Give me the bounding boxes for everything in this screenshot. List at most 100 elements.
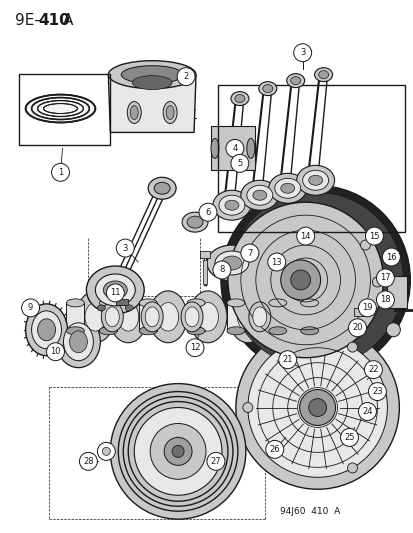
Text: 10: 10 <box>50 347 61 356</box>
Ellipse shape <box>132 76 172 90</box>
Circle shape <box>242 402 252 413</box>
Text: 4: 4 <box>232 144 237 153</box>
Ellipse shape <box>302 171 328 190</box>
Bar <box>99 303 117 331</box>
Circle shape <box>106 284 124 302</box>
Ellipse shape <box>76 291 114 343</box>
Ellipse shape <box>141 302 163 332</box>
Text: 8: 8 <box>219 265 224 274</box>
Circle shape <box>134 408 221 495</box>
Circle shape <box>308 399 326 416</box>
Text: 410: 410 <box>38 13 70 28</box>
Ellipse shape <box>252 307 266 327</box>
Text: 9: 9 <box>28 303 33 312</box>
Ellipse shape <box>268 299 286 307</box>
Ellipse shape <box>85 303 106 331</box>
Ellipse shape <box>157 303 178 331</box>
Text: 26: 26 <box>269 445 280 454</box>
Text: 5: 5 <box>237 159 242 168</box>
Text: 16: 16 <box>385 253 396 262</box>
Text: 7: 7 <box>247 248 252 257</box>
Ellipse shape <box>109 291 147 343</box>
Text: 13: 13 <box>271 257 281 266</box>
Text: 18: 18 <box>379 295 390 304</box>
Bar <box>199 251 209 258</box>
Ellipse shape <box>99 327 117 335</box>
Ellipse shape <box>268 173 306 203</box>
Circle shape <box>240 244 258 262</box>
Ellipse shape <box>248 302 270 332</box>
Ellipse shape <box>318 71 328 79</box>
Bar <box>353 308 365 316</box>
Circle shape <box>375 291 394 309</box>
Bar <box>300 303 318 331</box>
Ellipse shape <box>240 180 278 210</box>
Text: 20: 20 <box>351 324 362 332</box>
Text: 11: 11 <box>110 288 120 297</box>
Circle shape <box>228 192 402 368</box>
Ellipse shape <box>274 303 294 331</box>
Text: 17: 17 <box>379 273 390 282</box>
Ellipse shape <box>296 165 334 195</box>
Circle shape <box>358 402 375 421</box>
Ellipse shape <box>182 212 207 232</box>
Ellipse shape <box>246 139 254 158</box>
Circle shape <box>79 453 97 470</box>
Polygon shape <box>108 75 196 133</box>
Circle shape <box>375 269 394 287</box>
Ellipse shape <box>166 106 174 119</box>
Ellipse shape <box>262 85 272 93</box>
Ellipse shape <box>300 327 318 335</box>
Bar <box>66 303 84 331</box>
Circle shape <box>293 44 311 62</box>
Ellipse shape <box>246 185 272 205</box>
Circle shape <box>280 260 320 300</box>
Text: 19: 19 <box>361 303 372 312</box>
Circle shape <box>340 429 358 447</box>
Ellipse shape <box>95 274 135 306</box>
Circle shape <box>296 227 314 245</box>
Ellipse shape <box>290 77 300 85</box>
Text: 14: 14 <box>300 232 310 240</box>
Ellipse shape <box>197 303 218 331</box>
Ellipse shape <box>237 303 258 331</box>
Ellipse shape <box>185 307 199 327</box>
Bar <box>268 303 286 331</box>
Ellipse shape <box>187 327 204 335</box>
Ellipse shape <box>187 299 204 307</box>
Circle shape <box>51 163 69 181</box>
Ellipse shape <box>314 68 332 82</box>
Circle shape <box>150 424 206 479</box>
Ellipse shape <box>145 307 159 327</box>
Ellipse shape <box>148 177 176 199</box>
Circle shape <box>382 248 399 266</box>
Ellipse shape <box>63 323 93 361</box>
Circle shape <box>230 155 248 172</box>
Circle shape <box>221 185 409 375</box>
Ellipse shape <box>286 74 304 87</box>
Circle shape <box>46 343 64 361</box>
Ellipse shape <box>86 266 144 314</box>
Ellipse shape <box>26 304 67 356</box>
Circle shape <box>185 339 204 357</box>
Circle shape <box>358 299 375 317</box>
Ellipse shape <box>308 175 322 185</box>
Circle shape <box>363 361 382 378</box>
Ellipse shape <box>38 319 55 341</box>
Ellipse shape <box>105 307 119 327</box>
Circle shape <box>278 351 296 369</box>
Ellipse shape <box>224 200 238 210</box>
Ellipse shape <box>139 299 157 307</box>
Circle shape <box>372 277 382 287</box>
Ellipse shape <box>265 291 303 343</box>
Ellipse shape <box>226 327 244 335</box>
Ellipse shape <box>99 299 117 307</box>
Bar <box>202 260 206 284</box>
Ellipse shape <box>163 102 177 124</box>
Bar <box>211 126 254 171</box>
Text: 9E–: 9E– <box>14 13 42 28</box>
Text: 3: 3 <box>122 244 128 253</box>
Bar <box>226 303 244 331</box>
Text: 23: 23 <box>371 387 382 396</box>
Ellipse shape <box>212 190 250 220</box>
